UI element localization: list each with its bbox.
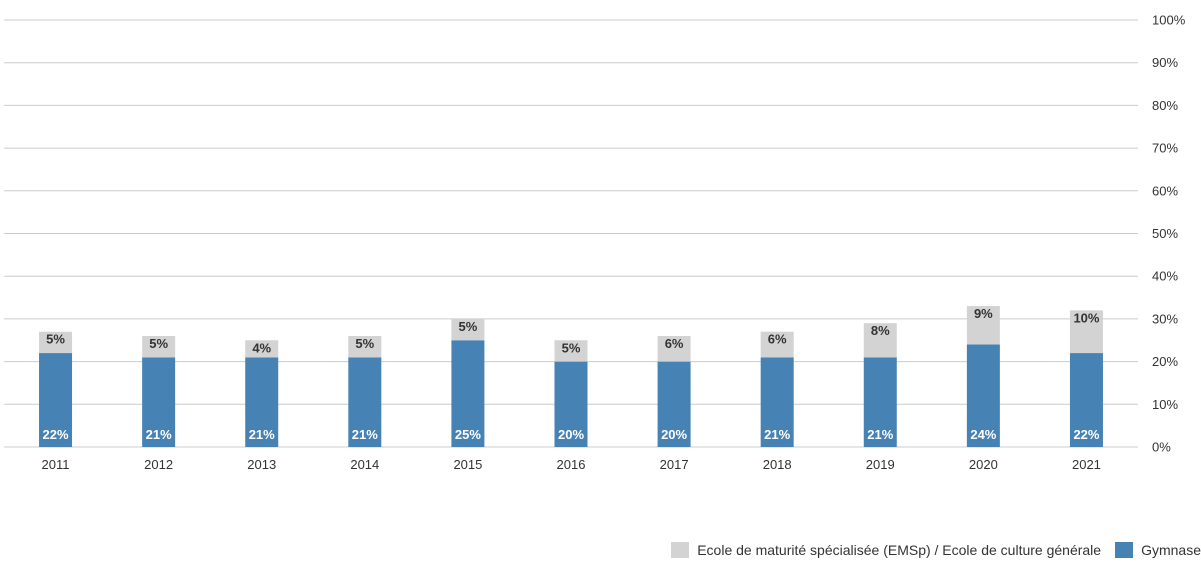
legend-label-emsp: Ecole de maturité spécialisée (EMSp) / E… [697,542,1102,558]
bar-emsp[interactable] [39,331,73,354]
bar-label-gymnase: 22% [1073,427,1099,442]
legend-swatch-gymnase [1115,542,1134,558]
y-tick-label: 100% [1152,13,1186,28]
x-tick-label: 2019 [866,457,895,472]
bar-gymnase[interactable] [142,357,176,447]
bar-label-emsp: 5% [562,340,581,355]
bar-gymnase[interactable] [245,357,279,447]
bar-emsp[interactable] [863,323,897,358]
x-tick-label: 2013 [247,457,276,472]
y-tick-label: 0% [1152,440,1171,455]
bar-gymnase[interactable] [966,344,1000,447]
legend-label-gymnase: Gymnase [1141,542,1201,558]
bar-gymnase[interactable] [657,361,691,447]
y-tick-label: 60% [1152,183,1178,198]
legend-item-gymnase[interactable]: Gymnase [1115,542,1201,558]
y-tick-label: 90% [1152,55,1178,70]
bar-gymnase[interactable] [863,357,897,447]
x-tick-label: 2015 [453,457,482,472]
x-tick-label: 2011 [42,457,70,472]
bar-emsp[interactable] [348,335,382,358]
bar-label-emsp: 4% [252,340,271,355]
bar-label-gymnase: 20% [558,427,584,442]
x-tick-label: 2018 [763,457,792,472]
y-tick-label: 80% [1152,98,1178,113]
legend-swatch-emsp [671,542,690,558]
bar-label-emsp: 5% [355,336,374,351]
y-tick-label: 40% [1152,269,1178,284]
bar-label-emsp: 9% [974,306,993,321]
legend: Ecole de maturité spécialisée (EMSp) / E… [657,540,1201,560]
bar-label-gymnase: 21% [249,427,275,442]
bar-label-gymnase: 21% [352,427,378,442]
bar-label-emsp: 5% [46,332,65,347]
bar-label-gymnase: 25% [455,427,481,442]
bar-emsp[interactable] [245,340,279,358]
bar-label-emsp: 6% [665,336,684,351]
bar-emsp[interactable] [760,331,794,358]
y-axis-ticks: 0% 10% 20% 30% 40% 50% 60% 70% 80% 90% 100% [1152,13,1186,455]
bar-emsp[interactable] [142,335,176,358]
bar-label-gymnase: 21% [146,427,172,442]
y-tick-label: 30% [1152,311,1178,326]
bar-label-emsp: 5% [149,336,168,351]
bar-gymnase[interactable] [554,361,588,447]
x-tick-label: 2014 [350,457,379,472]
x-axis-ticks: 2011 2012 2013 2014 2015 2016 2017 2018 2019 2020… [42,457,1101,472]
bar-gymnase[interactable] [451,340,485,447]
x-tick-label: 2017 [660,457,689,472]
bars: 22% 5% 21% 5% 21% 4% 21% 5% 25% 5% 20% 5% 20% 6% 21% 6%… [39,306,1103,447]
y-tick-label: 20% [1152,354,1178,369]
bar-label-gymnase: 21% [867,427,893,442]
bar-label-emsp: 6% [768,332,787,347]
bar-gymnase[interactable] [1069,353,1103,447]
bar-gymnase[interactable] [348,357,382,447]
x-tick-label: 2020 [969,457,998,472]
bar-label-emsp: 8% [871,323,890,338]
bar-label-gymnase: 22% [43,427,69,442]
y-tick-label: 70% [1152,141,1178,156]
y-tick-label: 50% [1152,226,1178,241]
y-tick-label: 10% [1152,397,1178,412]
bar-emsp[interactable] [554,340,588,362]
x-tick-label: 2021 [1072,457,1101,472]
bar-label-emsp: 5% [459,319,478,334]
bar-gymnase[interactable] [760,357,794,447]
bar-emsp[interactable] [1069,310,1103,354]
legend-item-emsp[interactable]: Ecole de maturité spécialisée (EMSp) / E… [671,542,1101,558]
bar-emsp[interactable] [966,306,1000,345]
bar-label-emsp: 10% [1073,310,1099,325]
x-tick-label: 2012 [144,457,173,472]
bar-emsp[interactable] [451,318,485,341]
bar-emsp[interactable] [657,335,691,362]
x-tick-label: 2016 [557,457,586,472]
bar-label-gymnase: 24% [970,427,996,442]
stacked-bar-chart: 0%10%20%30%40%50%60%70%80%90%100% 22%5%2… [4,13,1186,472]
grid-lines [4,19,1138,448]
bar-label-gymnase: 20% [661,427,687,442]
bar-label-gymnase: 21% [764,427,790,442]
bar-gymnase[interactable] [39,353,73,447]
